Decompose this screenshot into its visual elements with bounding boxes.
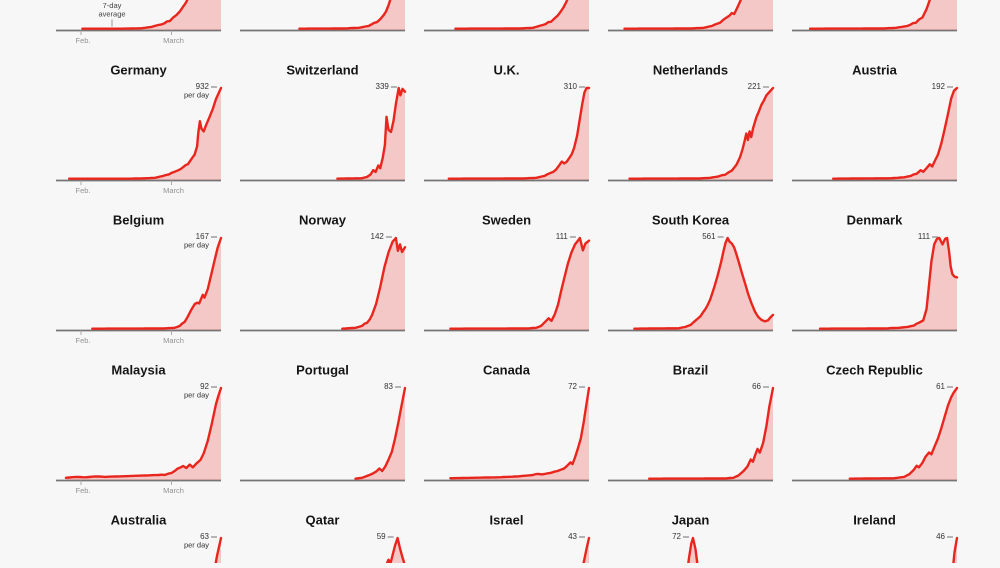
svg-text:310: 310 xyxy=(564,82,578,91)
svg-text:61: 61 xyxy=(936,382,945,391)
svg-text:7-day: 7-day xyxy=(103,1,122,10)
svg-text:167: 167 xyxy=(196,232,210,241)
svg-text:192: 192 xyxy=(932,82,946,91)
svg-text:72: 72 xyxy=(672,532,681,541)
svg-text:per day: per day xyxy=(184,91,209,100)
svg-text:59: 59 xyxy=(377,532,386,541)
svg-text:111: 111 xyxy=(556,232,569,241)
svg-text:339: 339 xyxy=(376,82,390,91)
svg-text:Australia: Australia xyxy=(111,513,167,528)
svg-text:Malaysia: Malaysia xyxy=(111,363,166,378)
svg-text:92: 92 xyxy=(200,382,209,391)
svg-text:932: 932 xyxy=(196,82,210,91)
svg-text:111: 111 xyxy=(918,232,931,241)
svg-text:average: average xyxy=(98,10,125,19)
svg-text:72: 72 xyxy=(568,382,577,391)
svg-text:Germany: Germany xyxy=(110,63,167,78)
svg-text:per day: per day xyxy=(184,241,209,250)
svg-text:Japan: Japan xyxy=(672,513,710,528)
svg-text:Norway: Norway xyxy=(299,213,347,228)
svg-text:Portugal: Portugal xyxy=(296,363,349,378)
svg-text:per day: per day xyxy=(184,391,209,400)
svg-text:Netherlands: Netherlands xyxy=(653,63,728,78)
svg-text:March: March xyxy=(163,186,184,195)
svg-text:per day: per day xyxy=(184,541,209,550)
svg-text:Belgium: Belgium xyxy=(113,213,164,228)
svg-text:Switzerland: Switzerland xyxy=(286,63,358,78)
svg-text:Canada: Canada xyxy=(483,363,531,378)
svg-text:Israel: Israel xyxy=(490,513,524,528)
svg-text:66: 66 xyxy=(752,382,761,391)
svg-text:March: March xyxy=(163,486,184,495)
svg-text:221: 221 xyxy=(748,82,762,91)
svg-text:Feb.: Feb. xyxy=(75,486,90,495)
svg-text:83: 83 xyxy=(384,382,393,391)
svg-text:U.K.: U.K. xyxy=(494,63,520,78)
svg-text:46: 46 xyxy=(936,532,945,541)
svg-text:Austria: Austria xyxy=(852,63,898,78)
svg-text:March: March xyxy=(163,36,184,45)
svg-text:63: 63 xyxy=(200,532,209,541)
svg-text:Denmark: Denmark xyxy=(847,213,903,228)
svg-text:Feb.: Feb. xyxy=(75,336,90,345)
svg-text:142: 142 xyxy=(371,232,385,241)
svg-text:Czech Republic: Czech Republic xyxy=(826,363,923,378)
svg-text:Feb.: Feb. xyxy=(75,36,90,45)
svg-text:561: 561 xyxy=(702,232,716,241)
svg-text:South Korea: South Korea xyxy=(652,213,730,228)
svg-text:March: March xyxy=(163,336,184,345)
svg-text:43: 43 xyxy=(568,532,577,541)
svg-text:Qatar: Qatar xyxy=(306,513,340,528)
svg-text:Ireland: Ireland xyxy=(853,513,896,528)
svg-text:Brazil: Brazil xyxy=(673,363,708,378)
svg-text:Sweden: Sweden xyxy=(482,213,531,228)
svg-text:Feb.: Feb. xyxy=(75,186,90,195)
